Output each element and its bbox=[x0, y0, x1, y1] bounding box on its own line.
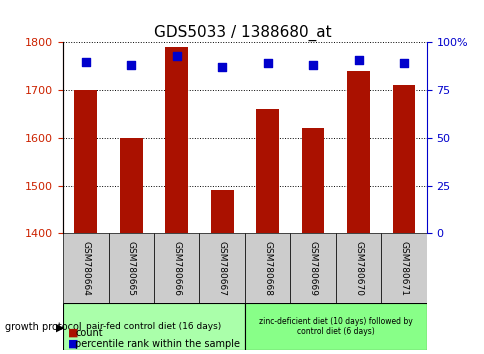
FancyBboxPatch shape bbox=[63, 233, 108, 303]
Text: ■: ■ bbox=[68, 339, 78, 349]
Point bbox=[218, 64, 226, 70]
FancyBboxPatch shape bbox=[63, 303, 244, 350]
Bar bbox=[392, 85, 415, 233]
Text: pair-fed control diet (16 days): pair-fed control diet (16 days) bbox=[86, 322, 221, 331]
Text: zinc-deficient diet (10 days) followed by
control diet (6 days): zinc-deficient diet (10 days) followed b… bbox=[258, 317, 412, 336]
FancyBboxPatch shape bbox=[290, 233, 335, 303]
Text: GSM780669: GSM780669 bbox=[308, 240, 317, 296]
Text: ▶: ▶ bbox=[56, 322, 64, 332]
Point bbox=[127, 63, 135, 68]
FancyBboxPatch shape bbox=[244, 233, 290, 303]
Bar bbox=[74, 90, 97, 233]
Point bbox=[263, 61, 271, 66]
Bar bbox=[256, 109, 278, 233]
Bar bbox=[301, 129, 324, 233]
Text: growth protocol: growth protocol bbox=[5, 322, 81, 332]
Bar bbox=[120, 138, 142, 233]
Point bbox=[399, 61, 407, 66]
Text: ■: ■ bbox=[68, 328, 78, 338]
Bar bbox=[211, 190, 233, 233]
Text: GSM780665: GSM780665 bbox=[126, 240, 136, 296]
Text: GSM780664: GSM780664 bbox=[81, 241, 90, 296]
Text: GSM780666: GSM780666 bbox=[172, 240, 181, 296]
FancyBboxPatch shape bbox=[244, 303, 426, 350]
FancyBboxPatch shape bbox=[199, 233, 244, 303]
Bar bbox=[165, 47, 188, 233]
Text: GSM780670: GSM780670 bbox=[353, 240, 363, 296]
FancyBboxPatch shape bbox=[335, 233, 380, 303]
Point bbox=[82, 59, 90, 64]
FancyBboxPatch shape bbox=[108, 233, 153, 303]
Text: percentile rank within the sample: percentile rank within the sample bbox=[75, 339, 240, 349]
FancyBboxPatch shape bbox=[153, 233, 199, 303]
Text: count: count bbox=[75, 328, 103, 338]
FancyBboxPatch shape bbox=[380, 233, 426, 303]
Point bbox=[309, 63, 317, 68]
Bar bbox=[347, 71, 369, 233]
Point bbox=[172, 53, 180, 59]
Text: GSM780668: GSM780668 bbox=[263, 240, 272, 296]
Text: GDS5033 / 1388680_at: GDS5033 / 1388680_at bbox=[153, 25, 331, 41]
Text: GSM780667: GSM780667 bbox=[217, 240, 226, 296]
Point bbox=[354, 57, 362, 63]
Text: GSM780671: GSM780671 bbox=[399, 240, 408, 296]
